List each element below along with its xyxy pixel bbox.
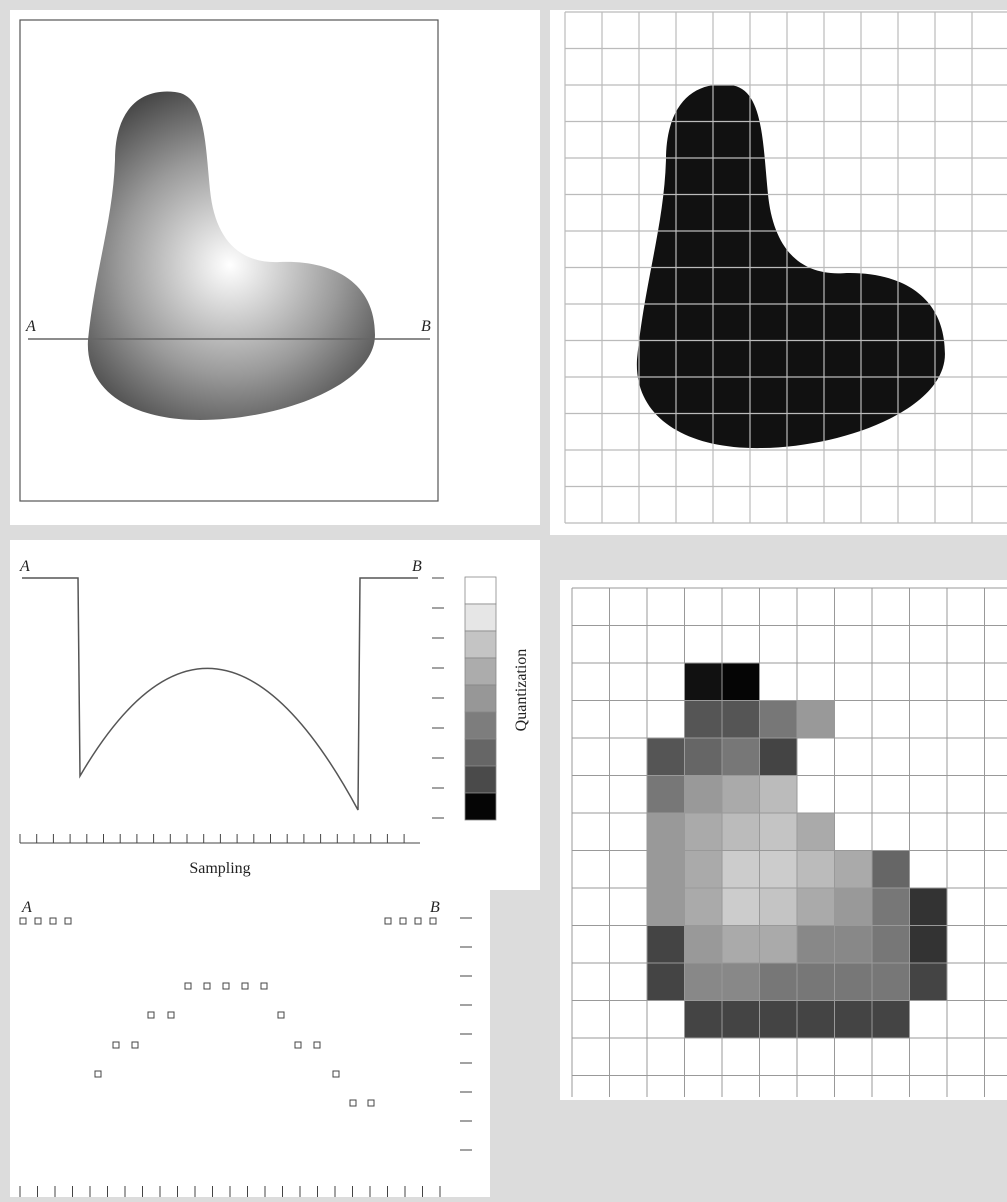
pixel — [722, 776, 760, 814]
pixel — [722, 701, 760, 739]
pixel — [835, 1001, 873, 1039]
label: A — [19, 558, 30, 575]
pixel — [797, 926, 835, 964]
pixel — [797, 963, 835, 1001]
pixel — [685, 851, 723, 889]
pixel — [910, 926, 948, 964]
pixel — [722, 926, 760, 964]
pixel — [872, 851, 910, 889]
pixel — [797, 1001, 835, 1039]
pixel — [647, 888, 685, 926]
pixel — [797, 851, 835, 889]
pixel — [685, 888, 723, 926]
pixel — [872, 926, 910, 964]
pixel — [910, 963, 948, 1001]
label: B — [412, 558, 422, 575]
figure: A B A B Quantization Sampling A B — [0, 0, 1007, 1197]
pixel — [722, 663, 760, 701]
level — [465, 739, 496, 766]
pixel — [647, 963, 685, 1001]
pixel — [685, 738, 723, 776]
page: A B A B Quantization Sampling A B (() =>… — [0, 0, 1007, 1197]
pixel — [760, 963, 798, 1001]
level — [465, 577, 496, 604]
pixel — [685, 963, 723, 1001]
label: A — [21, 899, 32, 916]
level — [465, 685, 496, 712]
pixel — [685, 813, 723, 851]
label: B — [421, 318, 431, 335]
pixel — [722, 738, 760, 776]
pixel — [835, 888, 873, 926]
pixel — [685, 776, 723, 814]
pixel — [760, 1001, 798, 1039]
pixel — [797, 701, 835, 739]
level — [465, 766, 496, 793]
pixel — [685, 1001, 723, 1039]
pixel — [722, 851, 760, 889]
pixel — [760, 701, 798, 739]
pixel — [685, 926, 723, 964]
pixel — [685, 663, 723, 701]
pixel — [647, 776, 685, 814]
pixel — [797, 888, 835, 926]
panel — [10, 890, 490, 1197]
axis-label: Quantization — [513, 649, 530, 732]
pixel — [910, 888, 948, 926]
pixel — [647, 813, 685, 851]
pixel — [872, 888, 910, 926]
pixel — [685, 701, 723, 739]
pixel — [647, 738, 685, 776]
level — [465, 658, 496, 685]
level — [465, 604, 496, 631]
level — [465, 712, 496, 739]
level — [465, 631, 496, 658]
pixel — [647, 851, 685, 889]
pixel — [722, 888, 760, 926]
pixel — [722, 963, 760, 1001]
pixel — [872, 1001, 910, 1039]
label: B — [430, 899, 440, 916]
pixel — [760, 926, 798, 964]
pixel — [760, 738, 798, 776]
pixel — [760, 888, 798, 926]
pixel — [760, 851, 798, 889]
pixel — [722, 1001, 760, 1039]
label: A — [25, 318, 36, 335]
level — [465, 793, 496, 820]
pixel — [760, 776, 798, 814]
pixel — [647, 926, 685, 964]
pixel — [835, 926, 873, 964]
pixel — [872, 963, 910, 1001]
panel — [10, 540, 540, 890]
pixel — [760, 813, 798, 851]
pixel — [835, 851, 873, 889]
pixel — [797, 813, 835, 851]
axis-label: Sampling — [189, 860, 250, 877]
pixel — [835, 963, 873, 1001]
pixel — [722, 813, 760, 851]
